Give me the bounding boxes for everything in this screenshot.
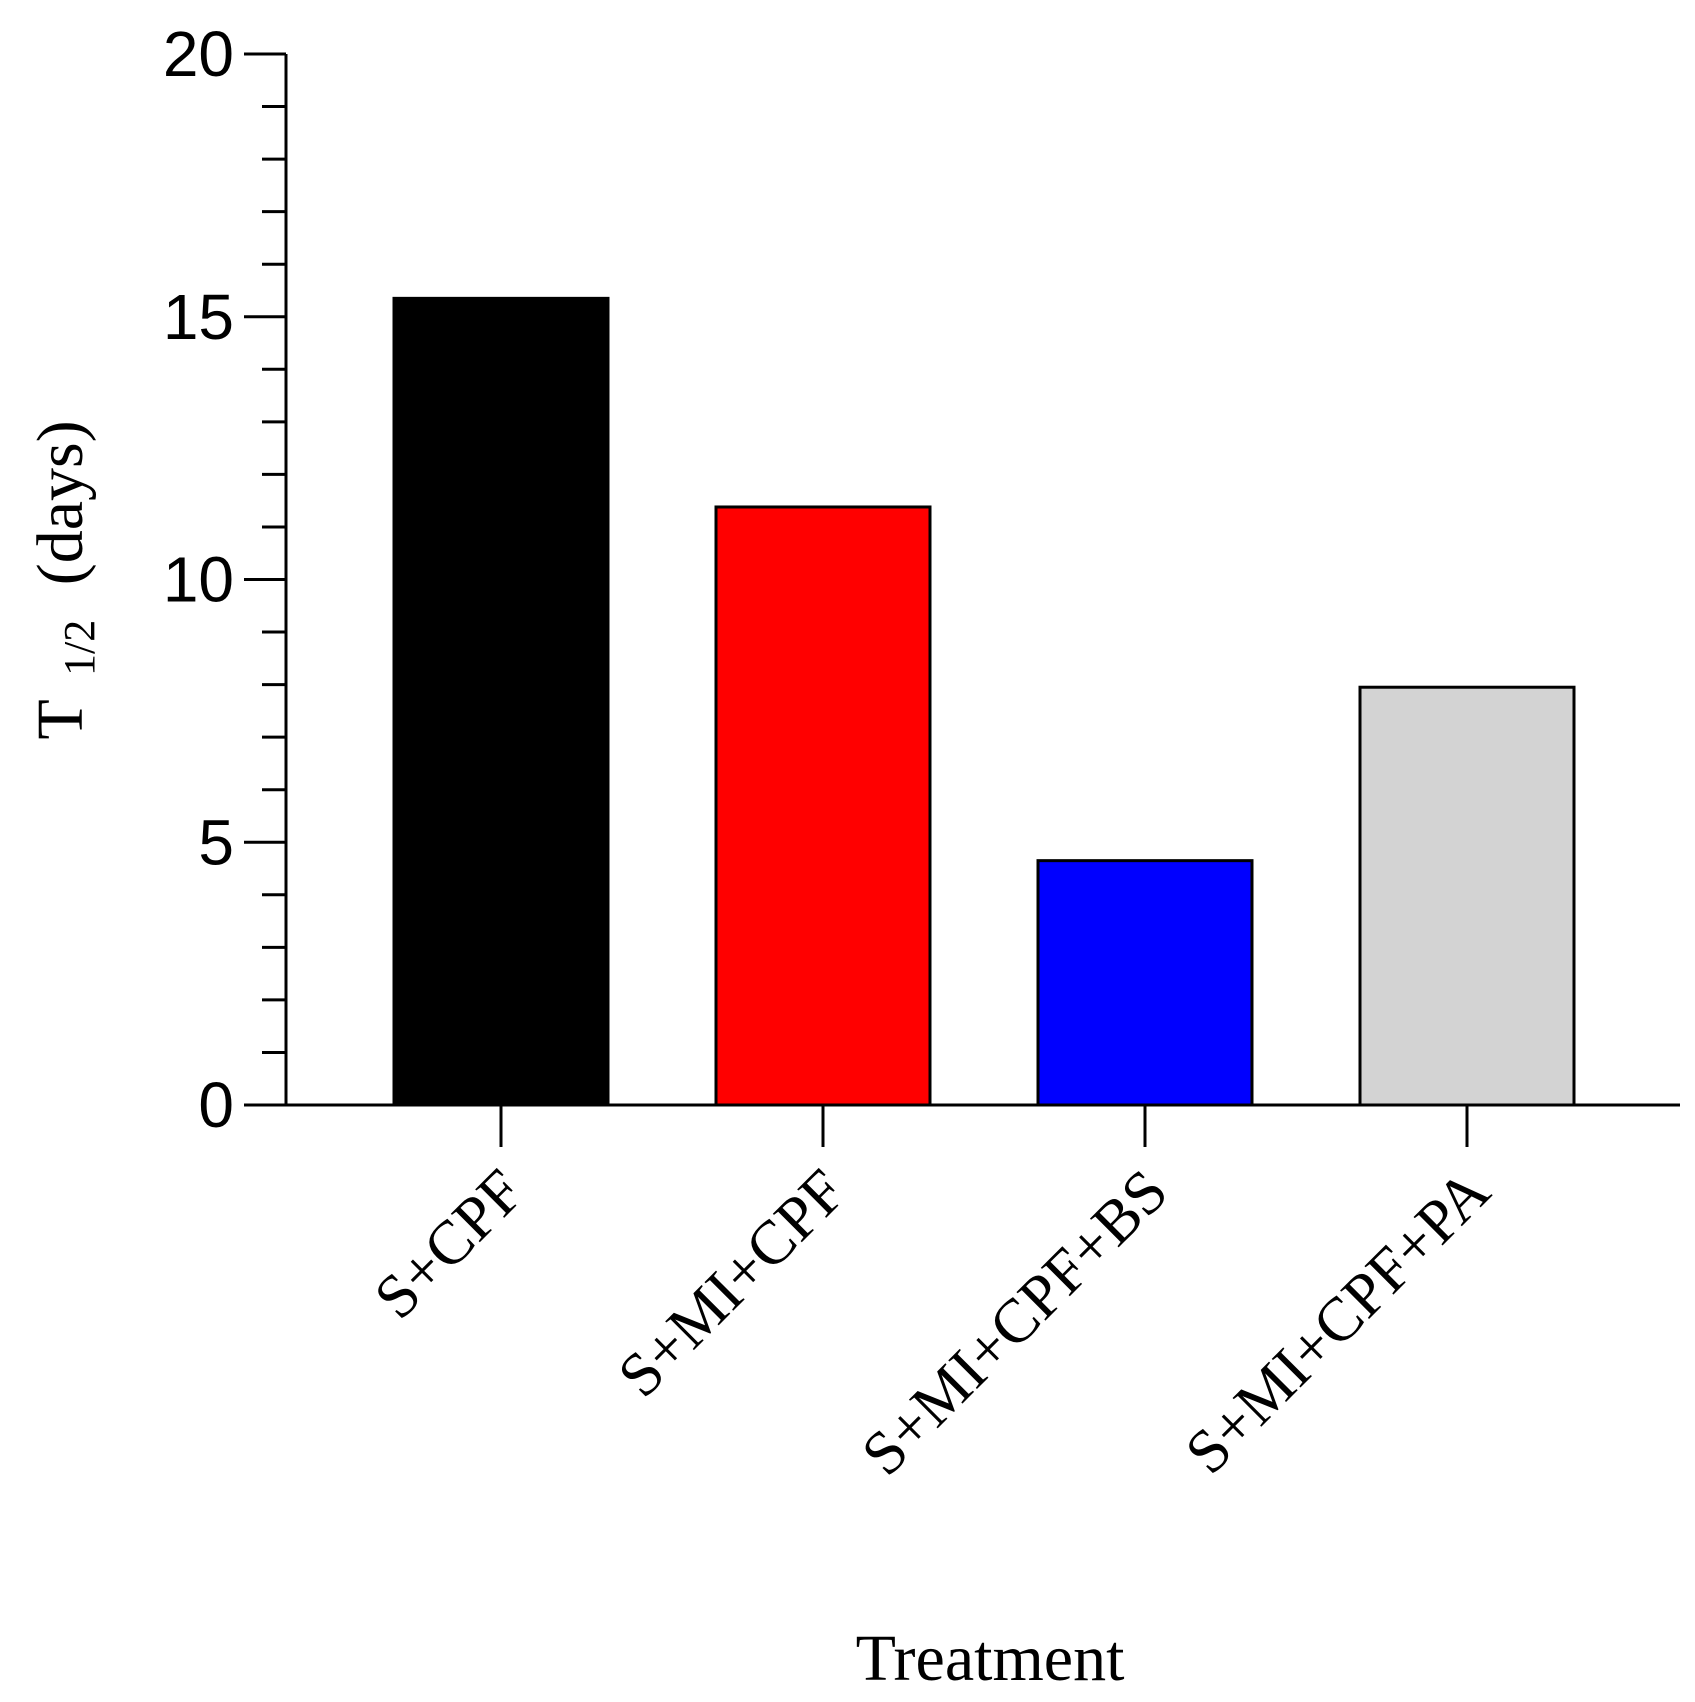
x-tick-label: S+MI+CPF+BS bbox=[849, 1157, 1181, 1489]
y-axis-ticks: 0 5 10 15 20 bbox=[163, 18, 286, 1141]
y-axis-title-units: (days) bbox=[24, 420, 97, 585]
y-tick-label: 5 bbox=[198, 806, 234, 878]
y-tick-label: 15 bbox=[163, 281, 234, 353]
y-tick-label: 20 bbox=[163, 18, 234, 90]
y-tick-label: 0 bbox=[198, 1069, 234, 1141]
bars-layer bbox=[392, 296, 1576, 1107]
x-tick-label: S+MI+CPF+PA bbox=[1173, 1157, 1503, 1487]
bar-3 bbox=[1036, 859, 1254, 1107]
x-tick-label: S+MI+CPF bbox=[605, 1157, 859, 1411]
y-axis-title: T 1/2 (days) bbox=[24, 420, 109, 739]
x-tick-label: S+CPF bbox=[362, 1157, 537, 1332]
y-tick-label: 10 bbox=[163, 544, 234, 616]
bar-1 bbox=[392, 296, 610, 1107]
y-axis-title-main: T bbox=[24, 700, 97, 740]
bar-2 bbox=[714, 505, 932, 1107]
bar-4 bbox=[1358, 685, 1576, 1107]
y-axis-title-subscript: 1/2 bbox=[55, 620, 104, 676]
x-axis-title: Treatment bbox=[856, 1622, 1125, 1695]
